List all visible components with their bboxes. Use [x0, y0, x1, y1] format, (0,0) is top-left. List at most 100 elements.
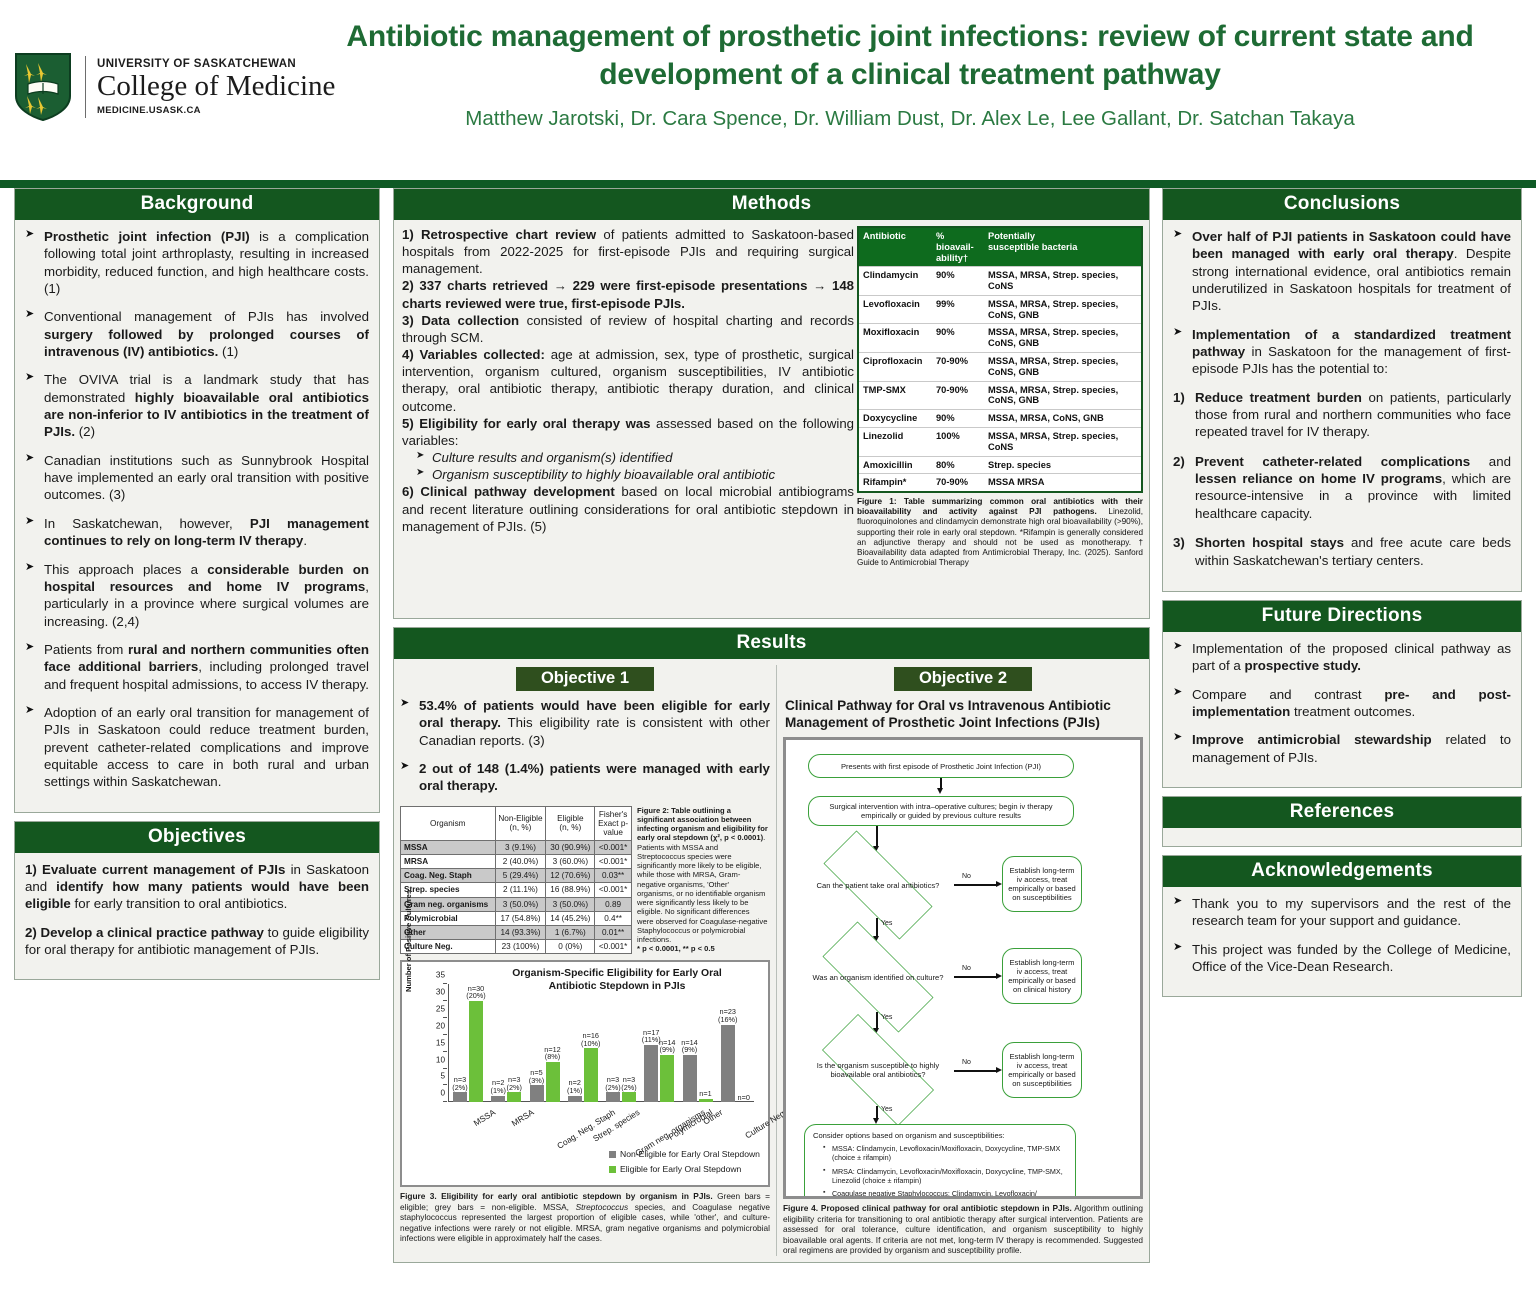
acknowledgements-heading: Acknowledgements — [1163, 855, 1521, 887]
objective1-bullet: 53.4% of patients would have been eligib… — [400, 696, 770, 749]
bar: n=16 (10%) — [581, 1032, 600, 1103]
table-row: MSSA 3 (9.1%) 30 (90.9%) <0.001* — [400, 839, 632, 855]
objective1-tag: Objective 1 — [515, 667, 654, 691]
y-tick-label: 25 — [435, 1004, 445, 1014]
objective2-heading: Clinical Pathway for Oral vs Intravenous… — [784, 698, 1111, 731]
abx-table-header: Antibiotic — [858, 227, 932, 267]
org-table-cell: Gram neg. organisms — [400, 896, 496, 912]
conclusion-bullet: Implementation of a standardized treatme… — [1173, 325, 1511, 378]
conclusions-numbered-list: 1) Reduce treatment burden on patients, p… — [1173, 389, 1511, 569]
objectives-heading: Objectives — [15, 821, 379, 853]
table-row: Levofloxacin 99% MSSA, MRSA, Strep. specie… — [858, 294, 1142, 324]
conclusion-bullet: Over half of PJI patients in Saskatoon c… — [1173, 227, 1511, 315]
flow-decision-oral: Can the patient take oral antibiotics? — [802, 830, 954, 940]
figure1-caption: Figure 1: Table summarizing common oral … — [857, 497, 1143, 568]
flow-label-yes-2: Yes — [880, 1014, 893, 1022]
abx-table-cell: 80% — [932, 455, 984, 474]
table-row: Culture Neg. 23 (100%) 0 (0%) <0.001* — [400, 939, 632, 955]
flow-node-surgery: Surgical intervention with intra–operati… — [807, 796, 1074, 827]
objective2-tag: Objective 2 — [893, 667, 1032, 691]
bar: n=14 (9%) — [659, 1038, 675, 1103]
org-table-header: Fisher's Exact p-value — [594, 805, 632, 841]
abx-table-cell: 70-90% — [932, 380, 984, 410]
bar-value-label: n=2 (1%) — [567, 1078, 583, 1095]
figure2-caption: Figure 2: Table outlining a significant … — [637, 805, 768, 954]
abx-table-cell: MSSA, MRSA, Strep. species, CoNS — [984, 266, 1142, 296]
table-row: Strep. species 2 (11.1%) 16 (88.9%) <0.001* — [400, 882, 632, 898]
bar-value-label: n=12 (8%) — [544, 1044, 561, 1062]
y-tick-label: 10 — [435, 1055, 445, 1065]
org-table-cell: 2 (11.1%) — [494, 882, 547, 898]
methods-paragraph: 6) Clinical pathway development based on… — [402, 484, 854, 534]
flow-label-yes-3: Yes — [880, 1106, 893, 1114]
abx-table-cell: 90% — [932, 266, 984, 296]
y-tick-label: 35 — [435, 970, 445, 980]
abx-table-cell: 90% — [932, 409, 984, 428]
org-table-cell: 0.89 — [594, 896, 632, 912]
abx-table-cell: MSSA, MRSA, Strep. species, CoNS, GNB — [984, 323, 1142, 353]
x-tick-label: MSSA — [471, 1107, 498, 1129]
organism-eligibility-table: Organism Non-Eligible (n, %) Eligible (n, … — [400, 805, 632, 955]
org-table-cell: 3 (60.0%) — [545, 853, 596, 870]
chart-ylabel: Number of Positive Cultures — [404, 890, 413, 993]
methods-criteria-item: Culture results and organism(s) identifi… — [416, 449, 854, 466]
bar-value-label: n=14 (9%) — [681, 1037, 698, 1055]
bar-value-label: n=30 (20%) — [466, 983, 486, 1001]
bar: n=17 (11%) — [642, 1028, 661, 1103]
flow-label-no-1: No — [961, 873, 971, 881]
results-heading: Results — [394, 628, 1149, 659]
background-bullet: Conventional management of PJIs has invo… — [25, 307, 369, 360]
objective1-bullet: 2 out of 148 (1.4%) patients were manage… — [400, 759, 770, 795]
bar-value-label: n=17 (11%) — [641, 1027, 661, 1045]
header-divider — [0, 180, 1536, 188]
org-table-cell: Culture Neg. — [400, 939, 496, 955]
table-row: Doxycycline 90% MSSA, MRSA, CoNS, GNB — [858, 409, 1142, 428]
table-row: Ciprofloxacin 70-90% MSSA, MRSA, Strep. sp… — [858, 352, 1142, 382]
legend-swatch — [609, 1165, 617, 1173]
results-panel: Results Objective 1 53.4% of patients wo… — [393, 627, 1150, 1263]
bar-value-label: n=0 — [737, 1092, 750, 1102]
bar: n=3 (2%) — [507, 1075, 522, 1103]
org-table-cell: <0.001* — [594, 853, 632, 870]
bar-group: n=14 (9%) n=1 — [681, 1038, 713, 1103]
bar-value-label: n=3 (2%) — [452, 1074, 468, 1092]
background-bullet: Adoption of an early oral transition for… — [25, 703, 369, 791]
bar-group: n=3 (2%) n=30 (20%) — [452, 984, 486, 1103]
bar-value-label: n=3 (2%) — [506, 1074, 522, 1092]
bar-group: n=23 (16%) n=0 — [718, 1008, 751, 1103]
table-row: Moxifloxacin 90% MSSA, MRSA, Strep. specie… — [858, 323, 1142, 353]
bar: n=12 (8%) — [544, 1045, 561, 1103]
y-tick-mark — [443, 1033, 447, 1035]
future-item: Improve antimicrobial stewardship relate… — [1173, 730, 1511, 766]
abx-table-cell: MSSA, MRSA, Strep. species, CoNS — [984, 426, 1142, 456]
org-table-cell: Strep. species — [400, 882, 496, 898]
flow-label-no-2: No — [961, 965, 971, 973]
abx-table-cell: Ciprofloxacin — [858, 352, 932, 382]
table-row: Other 14 (93.3%) 1 (6.7%) 0.01** — [400, 924, 632, 941]
org-table-cell: 17 (54.8%) — [494, 910, 547, 926]
org-table-header: Non-Eligible (n, %) — [494, 805, 547, 841]
logo-university: UNIVERSITY OF SASKATCHEWAN — [97, 57, 297, 70]
flow-arrow-3 — [875, 918, 878, 939]
table-row: Polymicrobial 17 (54.8%) 14 (45.2%) 0.4** — [400, 910, 632, 926]
org-table-header: Organism — [400, 805, 496, 841]
shield-icon — [14, 52, 72, 122]
bar-value-label: n=3 (2%) — [605, 1074, 621, 1092]
logo-divider — [85, 56, 86, 118]
conclusion-numbered-item: 1) Reduce treatment burden on patients, p… — [1173, 389, 1511, 440]
conclusion-numbered-item: 2) Prevent catheter-related complications… — [1173, 453, 1511, 521]
y-tick-mark — [443, 1084, 447, 1086]
bar-value-label: n=2 (1%) — [490, 1078, 506, 1095]
bar: n=14 (9%) — [681, 1038, 698, 1103]
background-heading: Background — [15, 189, 379, 220]
org-table-cell: MRSA — [400, 853, 496, 870]
bar-value-label: n=14 (9%) — [659, 1037, 676, 1055]
abx-table-cell: TMP-SMX — [858, 380, 932, 410]
y-tick-mark — [443, 1000, 447, 1002]
abx-table-cell: Levofloxacin — [858, 294, 932, 324]
org-table-cell: Other — [400, 924, 496, 941]
y-tick-mark — [443, 1067, 447, 1069]
y-tick-mark — [443, 1101, 447, 1103]
abx-table-cell: Clindamycin — [858, 266, 932, 296]
flow-label-yes-1: Yes — [880, 920, 893, 928]
